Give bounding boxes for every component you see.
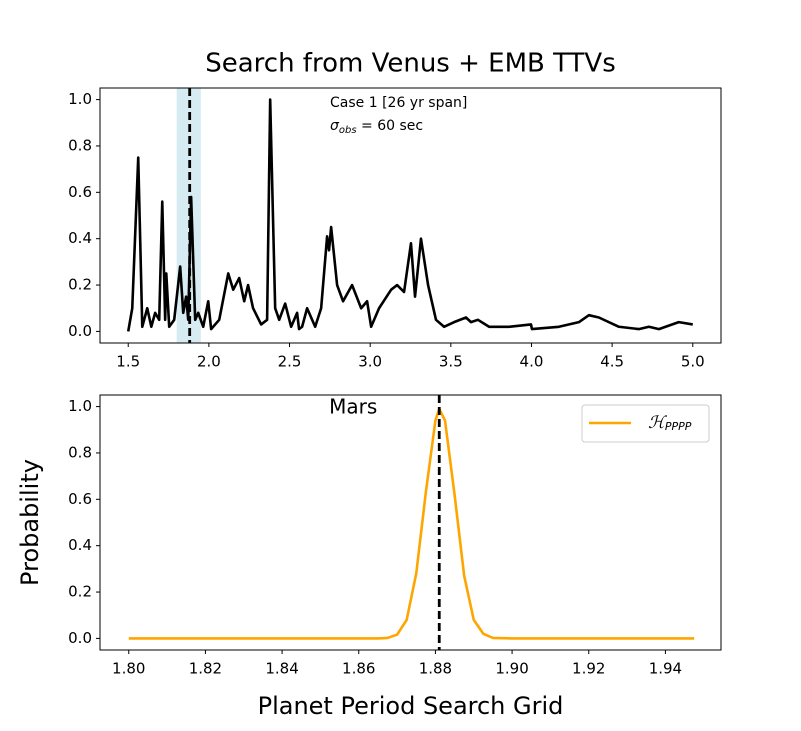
- x-tick-label: 5.0: [681, 353, 705, 371]
- annotation: σobs = 60 sec: [330, 118, 423, 136]
- x-tick-label: 1.88: [419, 660, 452, 678]
- x-tick-label: 4.0: [520, 353, 544, 371]
- x-tick-label: 2.5: [278, 353, 302, 371]
- y-tick-label: 1.0: [68, 90, 92, 108]
- y-tick-label: 0.0: [68, 322, 92, 340]
- x-tick-label: 1.94: [649, 660, 682, 678]
- y-axis-label: Probability: [16, 459, 44, 586]
- x-tick-label: 2.0: [197, 353, 221, 371]
- x-tick-label: 1.82: [189, 660, 222, 678]
- annotation-subscript: obs: [339, 125, 357, 136]
- data-line: [126, 98, 693, 332]
- data-line: [128, 407, 695, 640]
- axes-frame: [99, 394, 722, 651]
- x-tick-label: 1.84: [265, 660, 298, 678]
- x-tick-label: 3.5: [439, 353, 463, 371]
- legend-label: ℋPPPP: [648, 413, 692, 434]
- y-tick-label: 1.0: [68, 397, 92, 415]
- y-tick-label: 0.2: [68, 276, 92, 294]
- x-tick-label: 4.5: [600, 353, 624, 371]
- y-tick-label: 0.6: [68, 183, 92, 201]
- x-tick-label: 1.80: [112, 660, 145, 678]
- annotation-symbol: σ: [330, 118, 340, 134]
- chart-title: Search from Venus + EMB TTVs: [205, 49, 616, 79]
- y-tick-label: 0.8: [68, 443, 92, 461]
- reference-label: Mars: [329, 395, 377, 419]
- y-tick-label: 0.8: [68, 136, 92, 154]
- annotation: Case 1 [26 yr span]: [330, 95, 467, 111]
- annotation-text: = 60 sec: [357, 118, 424, 134]
- x-tick-label: 3.0: [358, 353, 382, 371]
- y-tick-label: 0.4: [68, 229, 92, 247]
- y-tick-label: 0.6: [68, 490, 92, 508]
- axes-frame: [99, 87, 722, 344]
- legend-box: [581, 404, 710, 443]
- legend-name: ℋ: [648, 413, 668, 433]
- x-axis-label: Planet Period Search Grid: [258, 692, 564, 720]
- x-tick-label: 1.90: [495, 660, 528, 678]
- y-tick-label: 0.0: [68, 629, 92, 647]
- legend-subscript: PPPP: [665, 420, 692, 433]
- x-tick-label: 1.5: [116, 353, 140, 371]
- x-tick-label: 1.92: [572, 660, 605, 678]
- annotation-text: Case 1 [26 yr span]: [330, 95, 467, 111]
- x-tick-label: 1.86: [342, 660, 375, 678]
- y-tick-label: 0.4: [68, 536, 92, 554]
- y-tick-label: 0.2: [68, 583, 92, 601]
